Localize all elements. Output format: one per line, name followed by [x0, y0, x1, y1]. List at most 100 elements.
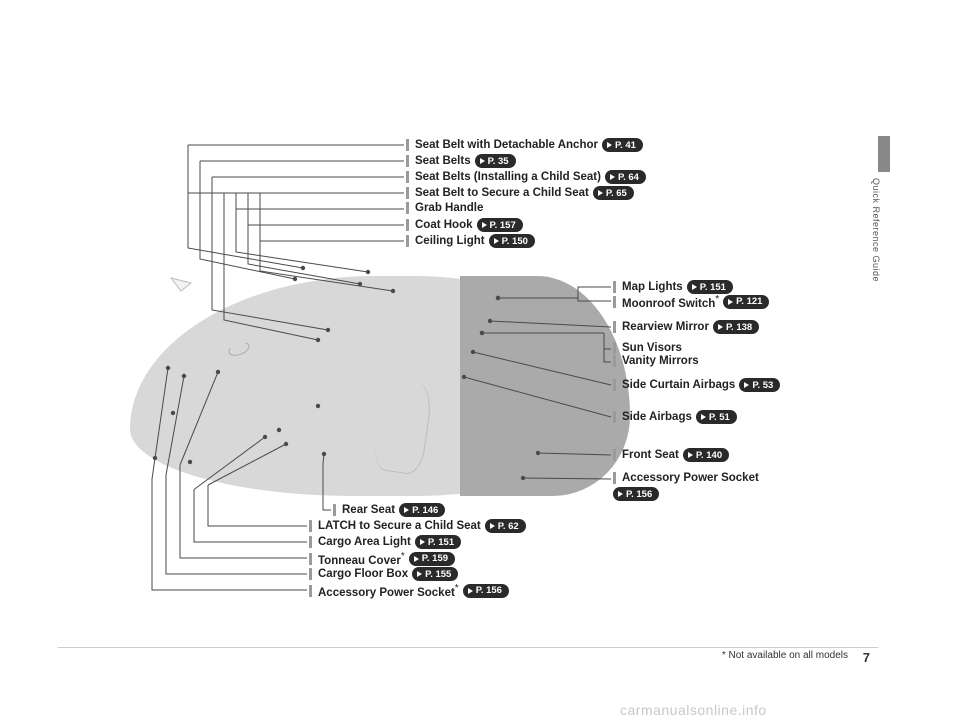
callout-label: Side Curtain Airbags P. 53: [613, 378, 780, 392]
pill-text: P. 156: [476, 585, 502, 596]
pill-arrow-icon: [692, 284, 697, 290]
pill-text: P. 64: [618, 172, 639, 183]
label-bar: [309, 536, 312, 548]
callout-label: Seat Belts (Installing a Child Seat)P. 6…: [406, 170, 646, 184]
label-bar: [333, 504, 336, 516]
label-text: Accessory Power Socket*: [318, 583, 459, 599]
callout-label: Map Lights P. 151: [613, 280, 733, 294]
pill-text: P. 146: [412, 505, 438, 516]
pill-arrow-icon: [414, 556, 419, 562]
page-ref-pill[interactable]: P. 41: [602, 138, 643, 152]
label-text: Moonroof Switch*: [622, 294, 719, 310]
label-bar: [613, 355, 616, 367]
page-ref-pill[interactable]: P. 51: [696, 410, 737, 424]
callout-label: Seat Belt with Detachable Anchor P. 41: [406, 138, 643, 152]
page-ref-pill[interactable]: P. 146: [399, 503, 445, 517]
label-bar: [406, 139, 409, 151]
label-text: Map Lights: [622, 281, 683, 293]
pill-arrow-icon: [701, 414, 706, 420]
label-bar: [309, 520, 312, 532]
callout-label: Front Seat P. 140: [613, 448, 729, 462]
pill-arrow-icon: [610, 174, 615, 180]
page-ref-pill[interactable]: P. 159: [409, 552, 455, 566]
callout-label: Coat HookP. 157: [406, 218, 523, 232]
label-bar: [406, 187, 409, 199]
pill-text: P. 140: [696, 450, 722, 461]
pill-arrow-icon: [490, 523, 495, 529]
watermark: carmanualsonline.info: [620, 702, 767, 718]
label-text: Tonneau Cover*: [318, 551, 405, 567]
callout-label: Rear SeatP. 146: [333, 503, 445, 517]
page-ref-pill[interactable]: P. 151: [415, 535, 461, 549]
label-bar: [613, 281, 616, 293]
callout-pill-row: P. 156: [613, 487, 659, 501]
page-ref-pill[interactable]: P. 65: [593, 186, 634, 200]
pill-text: P. 150: [502, 236, 528, 247]
label-bar: [613, 321, 616, 333]
pill-arrow-icon: [480, 158, 485, 164]
pill-text: P. 121: [736, 296, 762, 307]
label-bar: [406, 155, 409, 167]
label-bar: [406, 171, 409, 183]
pill-text: P. 138: [726, 322, 752, 333]
pill-arrow-icon: [420, 539, 425, 545]
pill-text: P. 65: [606, 188, 627, 199]
label-text: Cargo Floor Box: [318, 568, 408, 580]
pill-text: P. 51: [709, 412, 730, 423]
page-ref-pill[interactable]: P. 150: [489, 234, 535, 248]
callout-label: Ceiling Light P. 150: [406, 234, 535, 248]
label-text: Side Curtain Airbags: [622, 379, 735, 391]
pill-text: P. 41: [615, 140, 636, 151]
label-text: Front Seat: [622, 449, 679, 461]
callout-label: Cargo Floor Box P. 155: [309, 567, 458, 581]
section-label: Quick Reference Guide: [871, 178, 881, 282]
label-bar: [406, 219, 409, 231]
callout-label: Rearview Mirror P. 138: [613, 320, 759, 334]
page-ref-pill[interactable]: P. 156: [613, 487, 659, 501]
section-tab: [878, 136, 890, 172]
pill-text: P. 151: [700, 282, 726, 293]
label-bar: [309, 568, 312, 580]
pill-arrow-icon: [744, 382, 749, 388]
car-front-shape: [460, 276, 630, 496]
page-ref-pill[interactable]: P. 156: [463, 584, 509, 598]
label-bar: [309, 553, 312, 565]
label-bar: [613, 449, 616, 461]
label-text: Vanity Mirrors: [622, 355, 699, 367]
page-ref-pill[interactable]: P. 155: [412, 567, 458, 581]
page-ref-pill[interactable]: P. 64: [605, 170, 646, 184]
page-ref-pill[interactable]: P. 157: [477, 218, 523, 232]
pill-text: P. 35: [488, 156, 509, 167]
label-bar: [406, 235, 409, 247]
label-text: Rearview Mirror: [622, 321, 709, 333]
pill-text: P. 156: [626, 489, 652, 500]
page-ref-pill[interactable]: P. 53: [739, 378, 780, 392]
page-ref-pill[interactable]: P. 140: [683, 448, 729, 462]
page-ref-pill[interactable]: P. 151: [687, 280, 733, 294]
pill-text: P. 62: [498, 521, 519, 532]
label-text: Cargo Area Light: [318, 536, 411, 548]
label-bar: [613, 296, 616, 308]
label-bar: [406, 202, 409, 214]
callout-label: Seat BeltsP. 35: [406, 154, 516, 168]
callout-label: Sun Visors: [613, 342, 682, 354]
label-bar: [613, 411, 616, 423]
pill-arrow-icon: [598, 190, 603, 196]
page-ref-pill[interactable]: P. 121: [723, 295, 769, 309]
callout-label: Vanity Mirrors: [613, 355, 699, 367]
pill-arrow-icon: [494, 238, 499, 244]
label-bar: [613, 472, 616, 484]
label-text: Sun Visors: [622, 342, 682, 354]
page-ref-pill[interactable]: P. 62: [485, 519, 526, 533]
pill-arrow-icon: [607, 142, 612, 148]
callout-label: Side Airbags P. 51: [613, 410, 737, 424]
pill-text: P. 159: [422, 553, 448, 564]
page-ref-pill[interactable]: P. 138: [713, 320, 759, 334]
label-text: Seat Belt with Detachable Anchor: [415, 139, 598, 151]
pill-arrow-icon: [728, 299, 733, 305]
label-text: Ceiling Light: [415, 235, 485, 247]
page-ref-pill[interactable]: P. 35: [475, 154, 516, 168]
callout-label: Seat Belt to Secure a Child SeatP. 65: [406, 186, 634, 200]
label-text: Side Airbags: [622, 411, 692, 423]
pill-text: P. 151: [428, 537, 454, 548]
